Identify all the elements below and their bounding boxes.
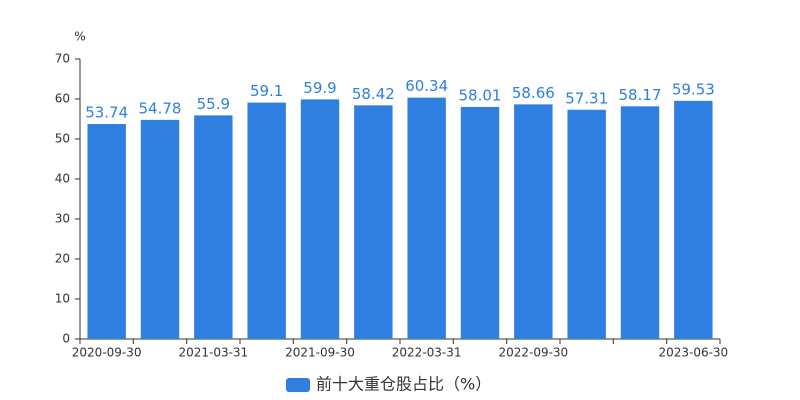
y-unit: % [74,30,85,44]
y-tick-label: 0 [62,332,70,346]
x-tick-label: 2022-03-31 [392,346,462,360]
bar [514,104,553,339]
bar [460,106,500,340]
value-label: 53.74 [85,104,128,122]
value-label: 58.42 [352,85,395,103]
bar [140,119,180,339]
value-label: 59.9 [303,79,336,97]
bar [567,109,606,339]
value-label: 55.9 [197,95,230,113]
x-tick-label: 2021-09-30 [285,346,355,360]
value-label: 59.53 [672,80,715,98]
y-tick-label: 40 [55,172,70,186]
legend-label: 前十大重仓股占比（%） [316,375,491,394]
x-tick-label: 2023-06-30 [658,346,728,360]
bar [247,102,286,339]
y-tick-label: 70 [55,52,70,66]
value-label: 59.1 [250,82,283,100]
bar [620,106,660,339]
value-label: 58.01 [459,86,502,104]
value-label: 54.78 [139,99,182,117]
value-label: 58.66 [512,84,555,102]
y-tick-label: 50 [55,132,70,146]
y-tick-label: 60 [55,92,70,106]
y-tick-label: 30 [55,212,70,226]
bar [87,124,126,339]
bar [354,105,393,339]
x-tick-label: 2021-03-31 [178,346,248,360]
y-tick-label: 20 [55,252,70,266]
bar [674,100,713,339]
value-label: 57.31 [565,89,608,107]
x-tick-label: 2022-09-30 [498,346,568,360]
x-tick-label: 2020-09-30 [72,346,142,360]
value-label: 60.34 [405,77,448,95]
y-tick-label: 10 [55,292,70,306]
bar [194,115,233,340]
legend-swatch [286,378,310,392]
bar [407,97,446,339]
bar [300,99,340,340]
value-label: 58.17 [619,86,662,104]
